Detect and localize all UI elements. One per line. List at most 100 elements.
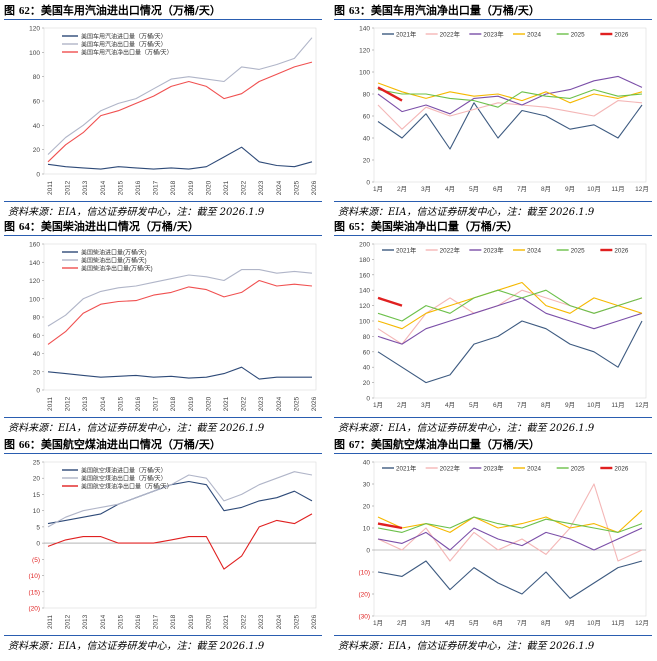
legend-label: 2023年 (483, 29, 503, 38)
x-tick-label: 2023 (258, 614, 265, 629)
series-line (377, 522, 403, 530)
chart-title: 图 66：美国航空煤油进出口情况（万桶/天） (4, 438, 221, 451)
legend-label: 美国车用汽油净出口量（万桶/天） (81, 48, 173, 56)
x-tick-label: 3月 (421, 401, 431, 409)
chart-title: 图 65：美国柴油净出口量（万桶/天） (334, 220, 518, 233)
x-tick-label: 9月 (565, 401, 575, 409)
series-line (377, 281, 643, 330)
legend-label: 2022年 (440, 245, 460, 254)
x-tick-label: 2025 (293, 396, 300, 411)
y-tick-label: 60 (33, 99, 41, 106)
title-rule (4, 235, 322, 236)
y-tick-label: (10) (28, 573, 40, 580)
y-tick-label: 10 (33, 508, 41, 515)
y-tick-label: 120 (359, 48, 370, 55)
x-tick-label: 2014 (100, 180, 107, 195)
legend-label: 美国柴油出口量(万桶/天) (81, 256, 147, 264)
series-line (47, 471, 313, 528)
y-tick-label: (5) (32, 557, 40, 564)
x-tick-label: 7月 (517, 401, 527, 409)
series-line (377, 100, 643, 130)
source-rule (334, 417, 652, 418)
source-note: 资料来源：EIA，信达证券研发中心，注：截至 2026.1.9 (8, 207, 265, 218)
chart-62: 0 20 40 60 80 100 120 2011 2012 2013 2014 2015 2016 2… (29, 26, 318, 196)
legend-label: 2026 (614, 247, 629, 254)
source-rule (4, 201, 322, 202)
x-tick-label: 9月 (565, 185, 575, 193)
y-tick-label: 0 (366, 548, 370, 555)
x-tick-label: 7月 (517, 619, 527, 627)
y-tick-label: 40 (363, 136, 371, 143)
y-tick-label: 80 (363, 92, 371, 99)
x-tick-label: 2021 (223, 180, 230, 195)
x-tick-label: 2024 (276, 180, 283, 195)
legend-label: 2024 (527, 31, 542, 38)
series-line (47, 269, 313, 327)
legend-label: 2021年 (396, 245, 416, 254)
x-tick-label: 2020 (205, 614, 212, 629)
legend-label: 2023年 (483, 245, 503, 254)
source-rule (4, 417, 322, 418)
y-tick-label: 100 (359, 70, 370, 77)
y-tick-label: 100 (359, 319, 370, 326)
legend-label: 2021年 (396, 29, 416, 38)
legend-label: 2022年 (440, 463, 460, 472)
source-note: 资料来源：EIA，信达证券研发中心，注：截至 2026.1.9 (8, 423, 265, 434)
x-tick-label: 2018 (170, 614, 177, 629)
y-tick-label: 100 (29, 50, 40, 57)
series-line (47, 61, 313, 163)
x-tick-label: 12月 (635, 401, 649, 409)
x-tick-label: 1月 (373, 401, 383, 409)
y-tick-label: 60 (33, 333, 41, 340)
legend-label: 2025 (571, 465, 586, 472)
x-tick-label: 2023 (258, 180, 265, 195)
series-line (377, 75, 643, 115)
x-tick-label: 8月 (541, 401, 551, 409)
series-line (47, 37, 313, 155)
x-tick-label: 8月 (541, 619, 551, 627)
x-tick-label: 2025 (293, 180, 300, 195)
x-tick-label: 2026 (311, 180, 318, 195)
x-tick-label: 5月 (469, 185, 479, 193)
panel-62: 图 62：美国车用汽油进出口情况（万桶/天） 0 20 40 60 80 100 120 20… (4, 2, 324, 218)
y-tick-label: 20 (363, 380, 371, 387)
x-tick-label: 2012 (65, 180, 72, 195)
x-tick-label: 11月 (611, 619, 624, 627)
legend-label: 2024 (527, 247, 542, 254)
x-tick-label: 10月 (587, 401, 601, 409)
x-tick-label: 2015 (117, 180, 124, 195)
y-tick-label: 120 (359, 303, 370, 310)
legend-label: 美国车用汽油进口量（万桶/天） (81, 32, 167, 40)
x-tick-label: 2016 (135, 614, 142, 629)
x-tick-label: 2月 (397, 185, 407, 193)
x-tick-label: 2018 (170, 396, 177, 411)
x-tick-label: 2017 (153, 396, 160, 411)
x-tick-label: 2025 (293, 614, 300, 629)
series-line (47, 480, 313, 525)
source-rule (334, 635, 652, 636)
x-tick-label: 2020 (205, 180, 212, 195)
x-tick-label: 2014 (100, 614, 107, 629)
x-tick-label: 2019 (188, 614, 195, 629)
series-line (377, 82, 643, 104)
x-tick-label: 2019 (188, 180, 195, 195)
y-tick-label: 0 (36, 172, 40, 179)
y-tick-label: 80 (33, 315, 41, 322)
legend-label: 美国航空煤油净出口量（万桶/天） (81, 482, 173, 490)
x-tick-label: 12月 (635, 619, 649, 627)
chart-67: (30) (20) (10) 0 10 20 30 40 1月 2月 3月 4月 5月 6月 7月 8月 9月 1… (358, 460, 649, 628)
x-tick-label: 2024 (276, 396, 283, 411)
x-tick-label: 2024 (276, 614, 283, 629)
plot-frame (373, 27, 647, 183)
panel-64: 图 64：美国柴油进出口情况（万桶/天） 0 20 40 60 80 100 120 140 1… (4, 218, 324, 434)
x-tick-label: 5月 (469, 619, 479, 627)
x-tick-label: 2011 (47, 615, 54, 629)
y-tick-label: (20) (358, 592, 370, 599)
y-tick-label: 40 (33, 351, 41, 358)
legend-label: 2025 (571, 247, 586, 254)
legend-label: 2026 (614, 465, 629, 472)
y-tick-label: 10 (363, 526, 371, 533)
x-tick-label: 2020 (205, 396, 212, 411)
x-tick-label: 2022 (241, 180, 248, 195)
x-tick-label: 2013 (82, 614, 89, 629)
